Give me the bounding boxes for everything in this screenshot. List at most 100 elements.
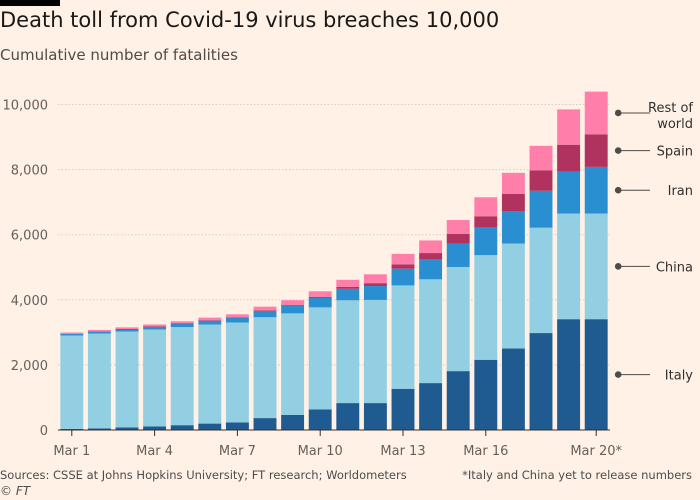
y-tick-label: 6,000 xyxy=(11,229,48,244)
bar-segment-rest-of-world xyxy=(281,300,305,305)
bar-segment-italy xyxy=(446,371,470,430)
bar-segment-iran xyxy=(446,243,470,267)
bar-segment-italy xyxy=(308,409,332,430)
x-tick-label: Mar 20* xyxy=(570,444,622,459)
bar-segment-spain xyxy=(419,253,443,260)
sources-text: Sources: CSSE at Johns Hopkins Universit… xyxy=(0,468,407,482)
x-tick-label: Mar 1 xyxy=(53,444,90,459)
legend-label-spain: Spain xyxy=(657,145,693,160)
bar-segment-rest-of-world xyxy=(336,279,360,287)
bar-segment-china xyxy=(143,329,167,427)
bar-segment-china xyxy=(336,300,360,404)
x-tick-label: Mar 16 xyxy=(463,444,508,459)
bar-segment-rest-of-world xyxy=(170,321,194,324)
bar-segment-italy xyxy=(198,423,222,430)
bar-segment-china xyxy=(170,327,194,426)
bar-segment-rest-of-world xyxy=(391,253,415,265)
footnote-text: *Italy and China yet to release numbers xyxy=(462,468,692,482)
bar-segment-china xyxy=(198,324,222,424)
bar-segment-rest-of-world xyxy=(87,329,111,332)
bar-segment-iran xyxy=(529,190,553,228)
bar-segment-iran xyxy=(87,331,111,334)
bar-segment-china xyxy=(363,299,387,404)
bar-segment-china xyxy=(584,213,608,320)
bar-segment-iran xyxy=(170,323,194,328)
bar-segment-iran xyxy=(115,329,139,332)
bar-segment-iran xyxy=(474,227,498,256)
bar-segment-italy xyxy=(391,388,415,430)
bar-segment-iran xyxy=(308,297,332,308)
bar-segment-spain xyxy=(391,264,415,269)
y-tick-label: 2,000 xyxy=(11,359,48,374)
chart-subtitle: Cumulative number of fatalities xyxy=(0,46,238,64)
bar-segment-spain xyxy=(308,296,332,298)
bar-segment-iran xyxy=(584,166,608,214)
x-tick-label: Mar 13 xyxy=(380,444,425,459)
bar-segment-rest-of-world xyxy=(584,91,608,135)
bar-segment-china xyxy=(115,331,139,428)
bar-segment-spain xyxy=(225,317,249,318)
bar-segment-china xyxy=(474,255,498,360)
bar-segment-spain xyxy=(281,304,305,306)
bar-segment-spain xyxy=(474,216,498,228)
bar-segment-rest-of-world xyxy=(308,291,332,297)
bar-segment-italy xyxy=(474,359,498,430)
bar-segment-rest-of-world xyxy=(198,317,222,321)
y-tick-label: 10,000 xyxy=(3,99,49,114)
bar-segment-italy xyxy=(363,403,387,430)
bar-segment-iran xyxy=(253,310,277,318)
bar-segment-italy xyxy=(419,383,443,430)
bar-segment-spain xyxy=(115,329,139,330)
bar-segment-spain xyxy=(584,134,608,167)
bar-segment-spain xyxy=(557,144,581,172)
legend-label-rest-of-world: Rest of xyxy=(648,101,693,116)
bar-segment-spain xyxy=(529,170,553,191)
bar-segment-spain xyxy=(501,194,525,212)
bar-segment-china xyxy=(60,335,84,429)
legend-label-italy: Italy xyxy=(665,369,694,384)
bar-segment-italy xyxy=(336,403,360,430)
bar-segment-china xyxy=(225,322,249,423)
bar-segment-china xyxy=(446,266,470,372)
bar-segment-italy xyxy=(253,418,277,430)
bar-segment-iran xyxy=(225,317,249,323)
bar-segment-china xyxy=(253,317,277,419)
bar-segment-rest-of-world xyxy=(419,240,443,254)
bar-segment-italy xyxy=(170,425,194,430)
bar-segment-italy xyxy=(584,319,608,430)
bar-segment-rest-of-world xyxy=(529,145,553,171)
bar-segment-china xyxy=(87,333,111,429)
x-tick-label: Mar 4 xyxy=(136,444,173,459)
bar-segment-spain xyxy=(336,286,360,289)
bar-segment-china xyxy=(308,307,332,410)
bar-segment-china xyxy=(529,227,553,334)
bar-segment-spain xyxy=(253,310,277,311)
bar-segment-iran xyxy=(391,268,415,286)
legend-label-rest-of-world: world xyxy=(657,117,693,132)
y-tick-label: 0 xyxy=(40,424,48,439)
x-tick-label: Mar 10 xyxy=(298,444,343,459)
bar-segment-spain xyxy=(198,320,222,321)
bar-segment-iran xyxy=(363,285,387,300)
y-tick-label: 4,000 xyxy=(11,294,48,309)
bar-segment-italy xyxy=(115,427,139,430)
bar-segment-rest-of-world xyxy=(115,327,139,330)
legend-label-china: China xyxy=(656,260,693,275)
bar-segment-china xyxy=(281,313,305,415)
bar-segment-italy xyxy=(143,426,167,430)
bar-segment-italy xyxy=(60,428,84,430)
brand-bar xyxy=(0,0,60,6)
leader-dot xyxy=(614,186,622,194)
bar-segment-rest-of-world xyxy=(557,109,581,145)
bar-segment-iran xyxy=(419,259,443,280)
legend-label-iran: Iran xyxy=(668,184,693,199)
bar-segment-italy xyxy=(557,319,581,430)
bar-segment-rest-of-world xyxy=(253,306,277,311)
bar-segment-italy xyxy=(501,348,525,430)
ft-credit: © FT xyxy=(0,484,31,498)
bar-segment-iran xyxy=(336,288,360,301)
leader-dot xyxy=(614,147,622,154)
leader-dot xyxy=(614,263,622,270)
bar-segment-spain xyxy=(363,283,387,286)
